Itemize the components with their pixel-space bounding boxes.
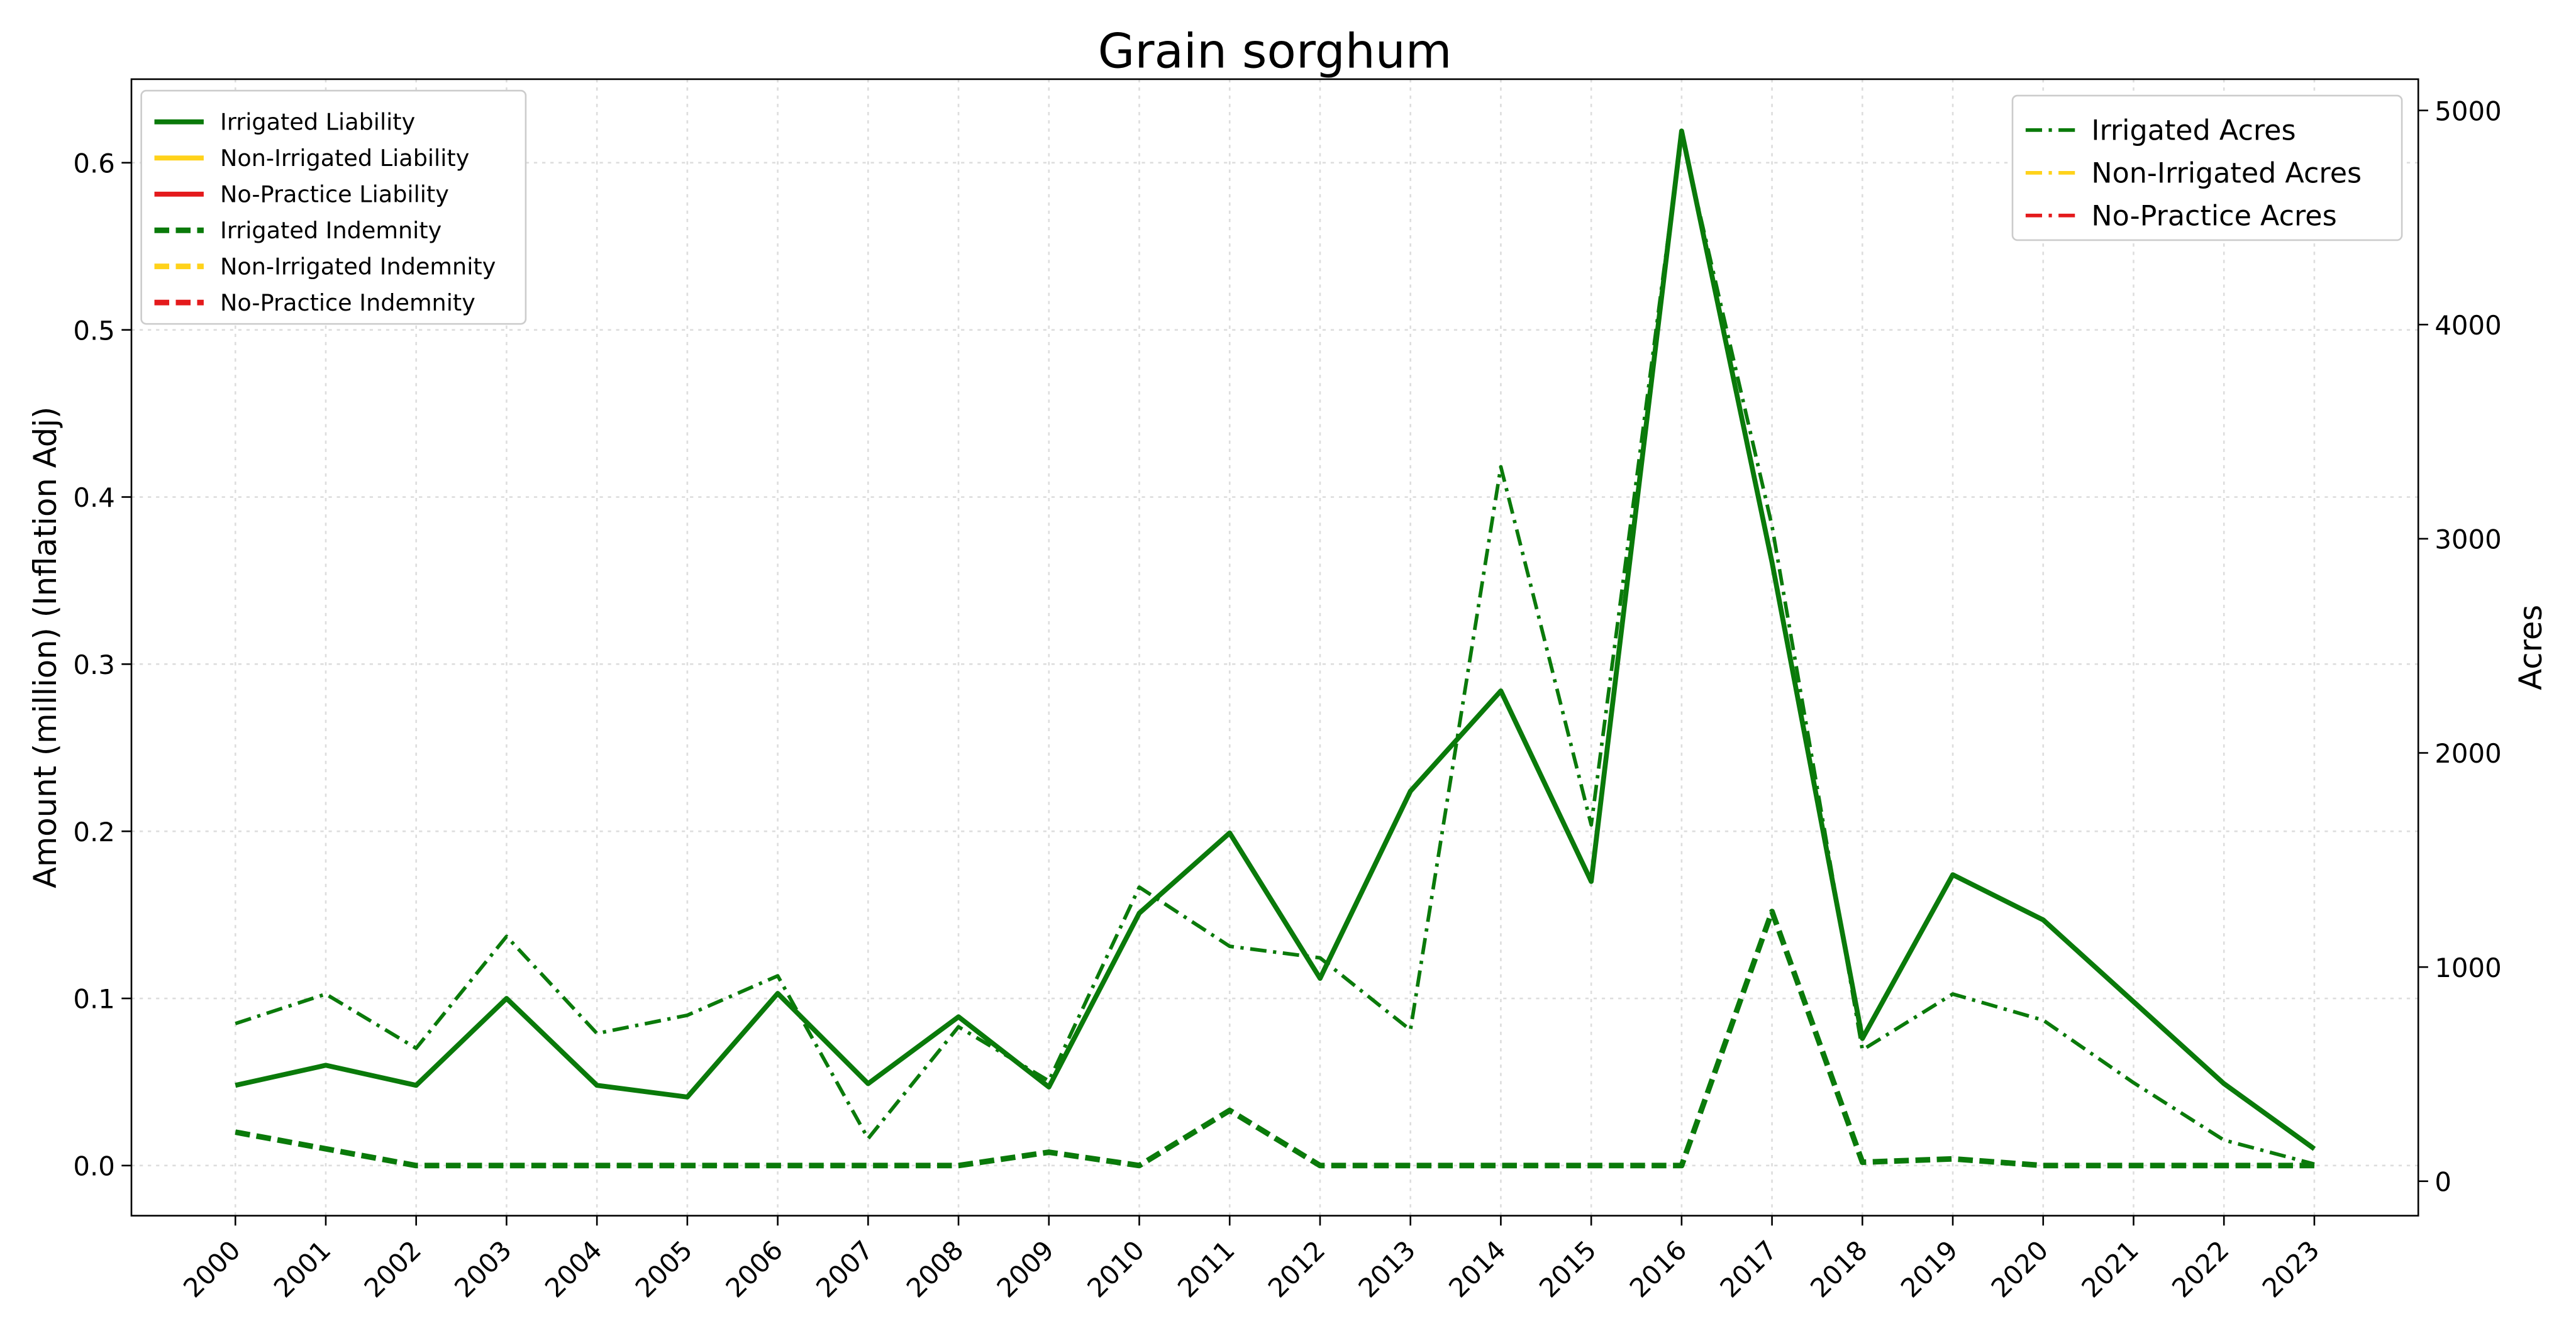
legend-label: Irrigated Liability — [220, 109, 415, 136]
y-axis-label: Amount (million) (Inflation Adj) — [27, 407, 64, 888]
legend: Irrigated Acres Non-Irrigated Acres No-Pra… — [2011, 94, 2403, 241]
y-tick-label: 0.3 — [73, 649, 114, 680]
chart-title: Grain sorghum — [1098, 24, 1452, 79]
y2-tick-label: 2000 — [2434, 738, 2501, 769]
y2-tick-label: 1000 — [2434, 953, 2501, 983]
y2-tick-label: 4000 — [2434, 310, 2501, 341]
legend-label: No-Practice Indemnity — [220, 289, 475, 316]
y-tick-label: 0.6 — [73, 148, 114, 179]
legend-box — [140, 89, 527, 325]
y-tick-label: 0.1 — [73, 984, 114, 1015]
series-line — [235, 909, 2314, 1169]
series-line — [235, 128, 2316, 1151]
series-line — [235, 133, 2315, 1166]
legend-label: No-Practice Acres — [2091, 200, 2336, 232]
legend-label: Non-Irrigated Liability — [220, 145, 469, 172]
y2-tick-label: 5000 — [2434, 96, 2501, 126]
y-tick-label: 0.5 — [73, 315, 114, 346]
y-tick-label: 0.4 — [73, 482, 114, 513]
legend-box — [2011, 94, 2403, 241]
legend-label: Irrigated Acres — [2091, 114, 2296, 146]
legend-label: Non-Irrigated Indemnity — [220, 253, 496, 280]
y2-axis-label: Acres — [2512, 605, 2549, 690]
plot-frame — [130, 78, 2419, 1217]
y2-tick-label: 0 — [2434, 1166, 2451, 1197]
y2-tick-label: 3000 — [2434, 524, 2501, 555]
legend-label: No-Practice Liability — [220, 181, 449, 208]
y-tick-label: 0.0 — [73, 1151, 114, 1182]
legend-label: Irrigated Indemnity — [220, 217, 441, 244]
legend: Irrigated Liability Non-Irrigated Liabili… — [140, 89, 527, 325]
legend-label: Non-Irrigated Acres — [2091, 157, 2362, 189]
y-tick-label: 0.2 — [73, 817, 114, 848]
